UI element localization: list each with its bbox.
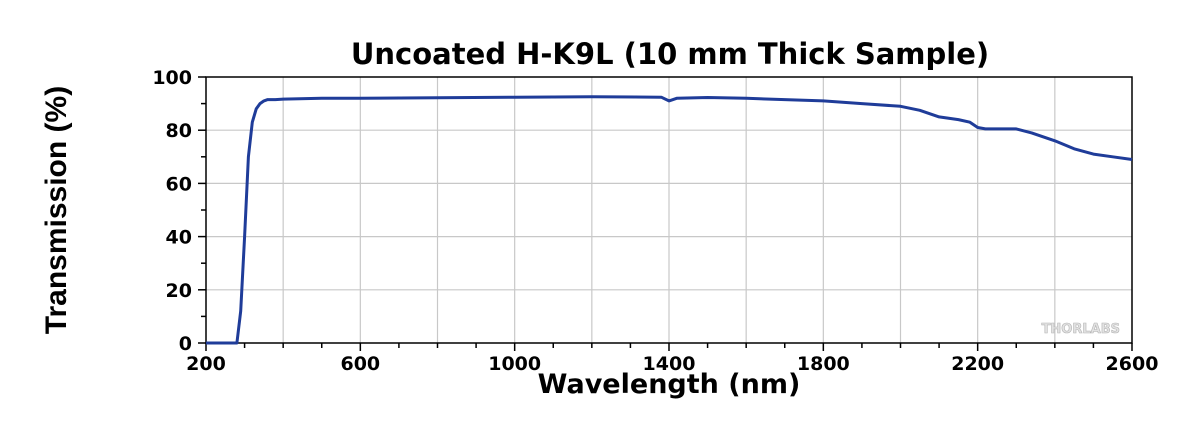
watermark: THORLABS <box>1042 322 1120 337</box>
x-tick-label: 2600 <box>1106 353 1159 375</box>
x-tick-label: 1400 <box>643 353 696 375</box>
y-tick-label: 80 <box>166 120 192 142</box>
x-axis-ticks: 200 600 1000 1400 1800 2200 2600 <box>186 343 1158 375</box>
x-tick-label: 600 <box>340 353 380 375</box>
y-axis-label: Transmission (%) <box>40 86 73 334</box>
y-tick-label: 0 <box>179 333 192 355</box>
y-tick-label: 100 <box>152 67 192 89</box>
y-tick-label: 20 <box>166 280 192 302</box>
series-line <box>206 95 1133 345</box>
x-axis-label: Wavelength (nm) <box>538 369 801 400</box>
y-tick-label: 60 <box>166 173 192 195</box>
x-tick-label: 1000 <box>488 353 541 375</box>
y-tick-label: 40 <box>166 227 192 249</box>
grid <box>206 77 1132 343</box>
x-tick-label: 1800 <box>797 353 850 375</box>
x-tick-label: 2200 <box>951 353 1004 375</box>
x-tick-label: 200 <box>186 353 226 375</box>
y-axis-ticks: 0 20 40 60 80 100 <box>152 67 206 355</box>
chart-title: Uncoated H-K9L (10 mm Thick Sample) <box>351 37 989 71</box>
